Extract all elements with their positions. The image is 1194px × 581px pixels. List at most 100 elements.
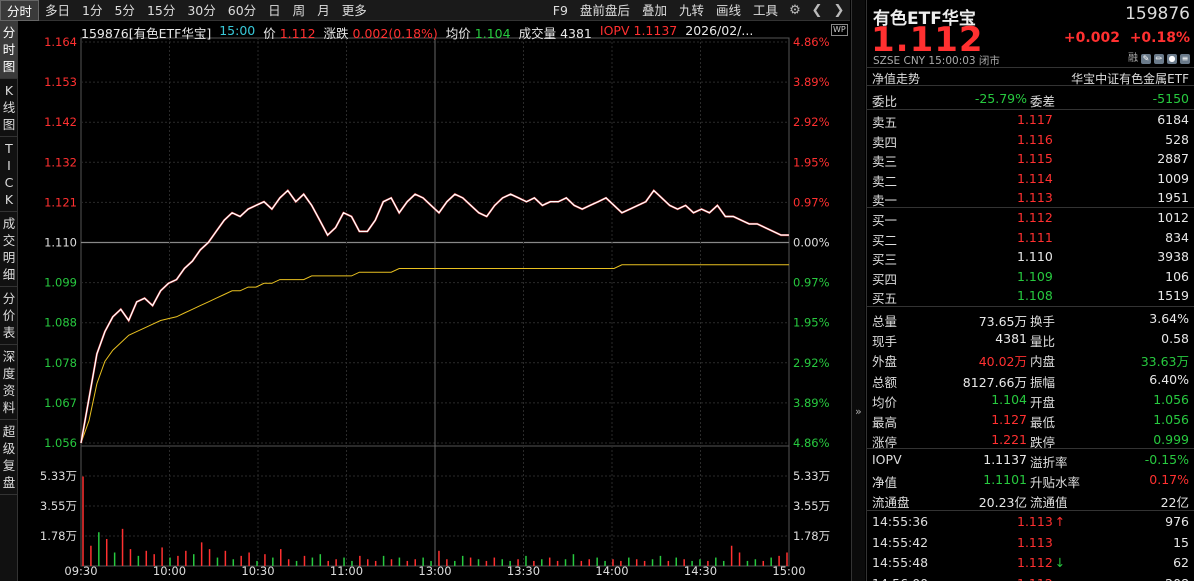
period-tab[interactable]: 5分 bbox=[114, 2, 135, 18]
y-tick-label-right: 2.92% bbox=[793, 356, 830, 370]
bid-price: 1.111 bbox=[1017, 229, 1053, 245]
stat-row: 最高 1.127 最低 1.056 bbox=[867, 410, 1194, 430]
bid-label: 买二 bbox=[872, 232, 898, 248]
chart-info-bar: 159876[有色ETF华宝] 15:00 价 1.112 涨跌 0.002(0… bbox=[81, 23, 753, 41]
bid-volume: 1012 bbox=[1157, 210, 1189, 225]
avg-price-line bbox=[80, 264, 789, 444]
ask-row: 卖五 1.117 6184 bbox=[867, 110, 1194, 130]
bid-label: 买一 bbox=[872, 213, 898, 228]
stat-label: 现手 bbox=[872, 334, 898, 350]
stat-value: 8127.66万 bbox=[962, 374, 1027, 390]
quote-panel: 有色ETF华宝 159876 1.112 +0.002 +0.18% SZSE … bbox=[866, 0, 1194, 581]
period-tab[interactable]: 60分 bbox=[227, 2, 257, 18]
ask-label: 卖四 bbox=[872, 134, 898, 150]
edit-icon[interactable]: ✏ bbox=[1154, 54, 1164, 64]
period-tab[interactable]: 日 bbox=[268, 2, 281, 18]
stat-label: 净值 bbox=[872, 475, 898, 491]
tick-price-value: 1.113 bbox=[1017, 534, 1053, 550]
ask-volume: 2887 bbox=[1157, 151, 1189, 166]
stat-label: 均价 bbox=[872, 394, 898, 410]
period-tab[interactable]: 1分 bbox=[82, 2, 103, 18]
tool-button[interactable]: 叠加 bbox=[641, 2, 667, 18]
bell-icon[interactable]: ● bbox=[1167, 54, 1177, 64]
period-tab[interactable]: 15分 bbox=[146, 2, 176, 18]
period-tab[interactable]: 30分 bbox=[187, 2, 216, 18]
tick-price-value: 1.113 bbox=[1017, 514, 1053, 529]
period-tab[interactable]: 分时 bbox=[0, 0, 40, 21]
bid-price: 1.109 bbox=[1017, 268, 1053, 284]
tick-time: 14:55:42 bbox=[872, 534, 929, 550]
period-toolbar: 分时 多日 1分 5分 15分 30分 60分日周月更多 F9 盘前盘后 叠加 九转 画线 工具 ⚙ ❮ ❯ bbox=[0, 0, 850, 21]
tick-volume: 15 bbox=[1173, 534, 1189, 550]
info-avg: 1.104 bbox=[474, 26, 511, 41]
ask-row: 卖四 1.116 528 bbox=[867, 130, 1194, 150]
stat-value: 1.1101 bbox=[983, 472, 1027, 488]
stat-label: 升贴水率 bbox=[1030, 475, 1081, 491]
menu-icon[interactable]: ≡ bbox=[1180, 54, 1190, 64]
tool-button[interactable]: 画线 bbox=[715, 2, 741, 18]
x-tick-label: 13:30 bbox=[507, 564, 540, 578]
stock-name: 有色ETF华宝 bbox=[873, 9, 976, 29]
ask-row: 卖三 1.115 2887 bbox=[867, 149, 1194, 169]
stat-value: 0.17% bbox=[1149, 472, 1189, 488]
stat-row: 流通盘 20.23亿 流通值 22亿 bbox=[867, 490, 1194, 510]
x-tick-label: 11:00 bbox=[330, 564, 363, 578]
stat-value: 0.58 bbox=[1161, 331, 1189, 347]
info-vol: 4381 bbox=[560, 26, 592, 41]
tick-time: 14:55:48 bbox=[872, 555, 929, 570]
period-tab[interactable]: 更多 bbox=[341, 2, 367, 18]
period-tab[interactable]: 周 bbox=[292, 2, 306, 18]
y-tick-label-right: 4.86% bbox=[793, 436, 830, 450]
view-tab[interactable]: 成交明细 bbox=[0, 212, 18, 287]
bid-volume: 106 bbox=[1165, 268, 1189, 284]
stat-row: 外盘 40.02万 内盘 33.63万 bbox=[867, 349, 1194, 369]
view-tab[interactable]: 分时图 bbox=[0, 21, 18, 79]
chevron-right-icon[interactable]: ❯ bbox=[833, 2, 845, 18]
chevron-left-icon[interactable]: ❮ bbox=[811, 2, 823, 18]
ask-volume: 528 bbox=[1165, 131, 1189, 147]
ask-volume: 6184 bbox=[1157, 112, 1189, 127]
period-tab[interactable]: 月 bbox=[317, 2, 330, 18]
tool-button[interactable]: 九转 bbox=[678, 2, 704, 18]
panel-collapse-handle[interactable]: » bbox=[851, 0, 865, 581]
stat-value: 33.63万 bbox=[1140, 354, 1189, 370]
x-tick-label: 10:00 bbox=[153, 564, 186, 578]
view-tab[interactable]: 超级复盘 bbox=[0, 420, 18, 495]
stat-value: 0.999 bbox=[1153, 432, 1189, 448]
intraday-chart[interactable]: 159876[有色ETF华宝] 15:00 价 1.112 涨跌 0.002(0… bbox=[19, 21, 850, 581]
stat-label: 流通值 bbox=[1030, 495, 1068, 511]
y-tick-label-left: 1.164 bbox=[44, 35, 77, 49]
stat-row: IOPV 1.1137 溢折率 -0.15% bbox=[867, 450, 1194, 470]
stat-value: 4381 bbox=[995, 331, 1027, 347]
ask-price: 1.116 bbox=[1017, 131, 1053, 147]
tool-button[interactable]: F9 bbox=[552, 2, 568, 18]
gear-icon[interactable]: ⚙ bbox=[789, 2, 801, 18]
info-chg: 0.002(0.18%) bbox=[352, 26, 438, 41]
bid-price: 1.108 bbox=[1017, 288, 1053, 303]
ask-row: 卖二 1.114 1009 bbox=[867, 169, 1194, 189]
stat-value: 1.127 bbox=[991, 412, 1027, 427]
bid-row: 买一 1.112 1012 bbox=[867, 208, 1194, 228]
x-tick-label: 15:00 bbox=[772, 564, 805, 578]
view-tab[interactable]: 深度资料 bbox=[0, 345, 18, 420]
y-tick-label-left: 1.078 bbox=[44, 356, 77, 370]
tool-button[interactable]: 盘前盘后 bbox=[579, 2, 630, 18]
stat-value: 22亿 bbox=[1160, 495, 1189, 511]
divider bbox=[867, 207, 1194, 208]
nav-trend-link[interactable]: 净值走势 bbox=[872, 72, 921, 86]
stat-label: 跌停 bbox=[1030, 435, 1056, 451]
tool-button[interactable]: 工具 bbox=[752, 2, 778, 18]
tick-price: 1.113 ↑ bbox=[1017, 514, 1065, 529]
info-chg-label: 涨跌 bbox=[323, 26, 349, 41]
pencil-icon[interactable]: ✎ bbox=[1141, 54, 1151, 64]
vol-tick-label-right: 1.78万 bbox=[793, 529, 830, 543]
bid-row: 买四 1.109 106 bbox=[867, 267, 1194, 287]
tick-time: 14:56:00 bbox=[872, 576, 928, 581]
bid-label: 买三 bbox=[872, 252, 898, 267]
stat-label: 溢折率 bbox=[1030, 455, 1068, 470]
view-tab[interactable]: 分价表 bbox=[0, 287, 18, 345]
wp-icon[interactable]: WP bbox=[831, 24, 848, 36]
period-tab[interactable]: 多日 bbox=[45, 2, 71, 18]
